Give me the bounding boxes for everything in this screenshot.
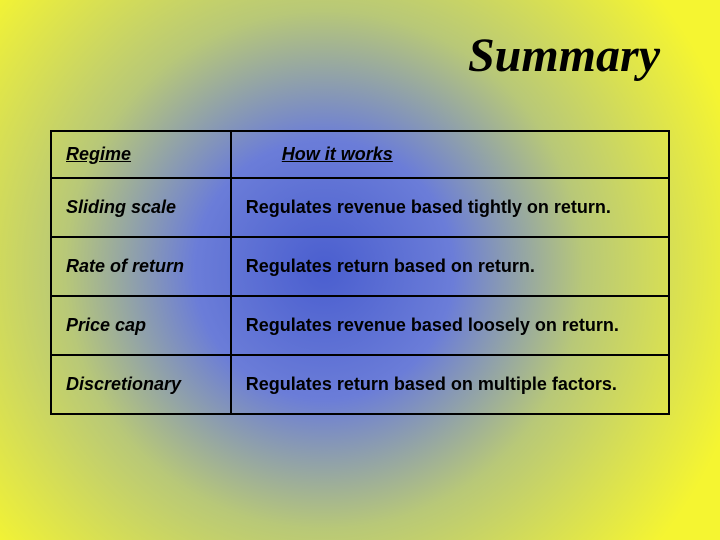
- table-row: Discretionary Regulates return based on …: [51, 355, 669, 414]
- cell-desc: Regulates revenue based loosely on retur…: [231, 296, 669, 355]
- slide: Summary Regime How it works Sliding scal…: [0, 0, 720, 540]
- cell-desc: Regulates revenue based tightly on retur…: [231, 178, 669, 237]
- cell-regime: Price cap: [51, 296, 231, 355]
- table-row: Sliding scale Regulates revenue based ti…: [51, 178, 669, 237]
- cell-desc: Regulates return based on multiple facto…: [231, 355, 669, 414]
- table-row: Price cap Regulates revenue based loosel…: [51, 296, 669, 355]
- page-title: Summary: [468, 28, 660, 83]
- table-row: Rate of return Regulates return based on…: [51, 237, 669, 296]
- table-header-row: Regime How it works: [51, 131, 669, 178]
- col-header-how: How it works: [231, 131, 669, 178]
- summary-table: Regime How it works Sliding scale Regula…: [50, 130, 670, 415]
- cell-regime: Sliding scale: [51, 178, 231, 237]
- col-header-regime: Regime: [51, 131, 231, 178]
- cell-regime: Rate of return: [51, 237, 231, 296]
- cell-regime: Discretionary: [51, 355, 231, 414]
- cell-desc: Regulates return based on return.: [231, 237, 669, 296]
